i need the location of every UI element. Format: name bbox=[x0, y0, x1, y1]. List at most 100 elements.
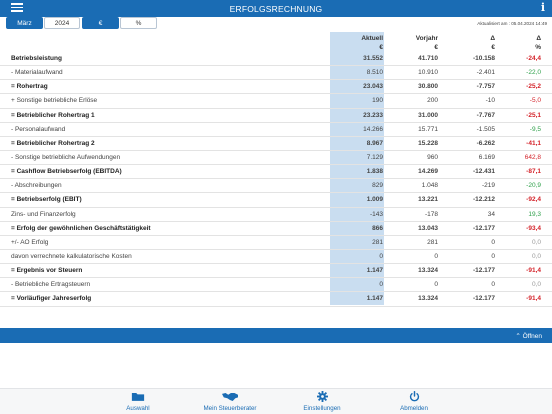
cell-delta-pct: 0,0 bbox=[531, 238, 541, 246]
row-label: Zins- und Finanzerfolg bbox=[11, 210, 76, 218]
table-row: - Personalaufwand 14.266 15.771 -1.505 -9,5 bbox=[0, 123, 552, 137]
table-row: Betriebsleistung 31.552 41.710 -10.158 -24,4 bbox=[0, 52, 552, 67]
cell-delta: -6.262 bbox=[476, 139, 495, 147]
cell-delta: 34 bbox=[487, 210, 495, 218]
row-label: = Rohertrag bbox=[11, 83, 48, 91]
table-row: + Sonstige betriebliche Erlöse 190 200 -10 -… bbox=[0, 94, 552, 109]
percent-toggle[interactable]: % bbox=[120, 17, 157, 29]
cell-delta: 0 bbox=[491, 252, 495, 260]
cell-aktuell: 1.147 bbox=[366, 267, 383, 275]
page-title: ERFOLGSRECHNUNG bbox=[229, 3, 323, 14]
cell-delta-pct: -91,4 bbox=[526, 295, 541, 303]
power-icon bbox=[409, 391, 419, 402]
cell-vorjahr: 13.324 bbox=[418, 295, 438, 303]
cell-delta: -12.177 bbox=[472, 224, 495, 232]
tab-abmelden[interactable]: Abmelden bbox=[374, 391, 454, 412]
row-label: Betriebsleistung bbox=[11, 55, 62, 62]
tab-einstellungen[interactable]: Einstellungen bbox=[282, 391, 362, 412]
row-label: - Betriebliche Ertragsteuern bbox=[11, 281, 91, 289]
cell-vorjahr: 31.000 bbox=[418, 111, 438, 119]
details-panel-bar[interactable]: ⌃ Öffnen bbox=[0, 328, 552, 343]
month-selector[interactable]: März bbox=[6, 17, 43, 29]
table-row: - Sonstige betriebliche Aufwendungen 7.12… bbox=[0, 151, 552, 166]
header-delta-pct: Δ% bbox=[501, 34, 541, 52]
table-row: Zins- und Finanzerfolg -143 -178 34 19,3 bbox=[0, 208, 552, 222]
folder-icon bbox=[131, 393, 145, 401]
tab-steuerberater-label: Mein Steuerberater bbox=[203, 405, 257, 412]
gear-icon bbox=[316, 391, 328, 402]
table-row: = Betrieblicher Rohertrag 2 8.967 15.228 -6… bbox=[0, 137, 552, 151]
row-label: = Vorläufiger Jahreserfolg bbox=[11, 295, 92, 303]
cell-vorjahr: 1.048 bbox=[421, 182, 438, 190]
header-aktuell-unit: € bbox=[379, 44, 383, 51]
table-body: Betriebsleistung 31.552 41.710 -10.158 -24,4… bbox=[0, 52, 552, 307]
menu-icon[interactable] bbox=[11, 3, 23, 14]
row-label: - Sonstige betriebliche Aufwendungen bbox=[11, 153, 121, 161]
cell-delta-pct: -87,1 bbox=[526, 168, 541, 176]
row-label: davon verrechnete kalkulatorische Kosten bbox=[11, 252, 132, 260]
cell-delta-pct: -93,4 bbox=[526, 224, 541, 232]
filter-bar: März 2024 € % Aktualisiert am : 05.04.20… bbox=[0, 17, 552, 32]
cell-aktuell: 829 bbox=[372, 182, 383, 190]
tab-auswahl[interactable]: Auswahl bbox=[98, 391, 178, 412]
cell-aktuell: 7.129 bbox=[366, 153, 383, 161]
table-row: - Abschreibungen 829 1.048 -219 -20,9 bbox=[0, 179, 552, 194]
table-row: = Betriebserfolg (EBIT) 1.009 13.221 -12.21… bbox=[0, 193, 552, 208]
cell-vorjahr: 281 bbox=[427, 238, 438, 246]
row-label: = Betrieblicher Rohertrag 2 bbox=[11, 139, 95, 147]
cell-vorjahr: 0 bbox=[434, 252, 438, 260]
row-label: - Personalaufwand bbox=[11, 125, 66, 133]
header-delta: Δ € bbox=[445, 34, 495, 52]
row-label: +/- AO Erfolg bbox=[11, 238, 49, 246]
cell-delta: -7.757 bbox=[476, 83, 495, 91]
cell-delta: -10 bbox=[485, 97, 495, 105]
last-updated: Aktualisiert am : 05.04.2024 14:49 bbox=[477, 21, 547, 26]
cell-delta: -7.767 bbox=[476, 111, 495, 119]
cell-delta: -12.212 bbox=[472, 196, 495, 204]
cell-delta-pct: -24,4 bbox=[526, 55, 541, 62]
current-column-highlight bbox=[330, 32, 384, 305]
row-label: = Erfolg der gewöhnlichen Geschäftstätig… bbox=[11, 224, 151, 232]
cell-aktuell: 0 bbox=[379, 281, 383, 289]
cell-vorjahr: 13.043 bbox=[418, 224, 438, 232]
cell-aktuell: 1.838 bbox=[366, 168, 383, 176]
cell-aktuell: 1.147 bbox=[366, 295, 383, 303]
cell-aktuell: 1.009 bbox=[366, 196, 383, 204]
cell-vorjahr: 13.324 bbox=[418, 267, 438, 275]
cell-aktuell: 190 bbox=[372, 97, 383, 105]
table-row: = Rohertrag 23.043 30.800 -7.757 -25,2 bbox=[0, 80, 552, 95]
header-aktuell-label: Aktuell bbox=[361, 35, 383, 42]
income-statement-table: Aktuell € Vorjahr € Δ € Δ% Betriebsleistung… bbox=[0, 32, 552, 307]
cell-delta: -12.431 bbox=[472, 168, 495, 176]
tab-abmelden-label: Abmelden bbox=[400, 405, 428, 412]
cell-delta: 0 bbox=[491, 238, 495, 246]
row-label: = Cashflow Betriebserfolg (EBITDA) bbox=[11, 168, 122, 176]
cell-aktuell: 0 bbox=[379, 252, 383, 260]
cell-delta-pct: -22,0 bbox=[526, 69, 541, 77]
header-delta-unit: € bbox=[491, 44, 495, 51]
cell-delta-pct: 642,8 bbox=[524, 153, 541, 161]
table-row: = Cashflow Betriebserfolg (EBITDA) 1.838 1… bbox=[0, 165, 552, 180]
cell-delta: -12.177 bbox=[472, 295, 495, 303]
year-selector[interactable]: 2024 bbox=[44, 17, 80, 29]
cell-vorjahr: 10.910 bbox=[418, 69, 438, 77]
cell-delta: -2.401 bbox=[476, 69, 495, 77]
cell-delta-pct: -25,1 bbox=[526, 111, 541, 119]
euro-toggle[interactable]: € bbox=[82, 17, 119, 29]
open-panel-button[interactable]: ⌃ Öffnen bbox=[515, 333, 542, 340]
header-aktuell: Aktuell € bbox=[333, 34, 383, 52]
tab-steuerberater[interactable]: Mein Steuerberater bbox=[190, 391, 270, 412]
cell-delta-pct: 0,0 bbox=[531, 252, 541, 260]
cell-vorjahr: 200 bbox=[427, 97, 438, 105]
tab-einstellungen-label: Einstellungen bbox=[303, 405, 341, 412]
bottom-tab-bar: Auswahl Mein Steuerberater Einstellungen bbox=[0, 388, 552, 414]
cell-vorjahr: 15.771 bbox=[418, 125, 438, 133]
cell-vorjahr: 30.800 bbox=[418, 83, 438, 91]
header-delta-pct-label: Δ bbox=[536, 35, 541, 42]
row-label: + Sonstige betriebliche Erlöse bbox=[11, 97, 98, 105]
cell-delta-pct: -91,4 bbox=[526, 267, 541, 275]
cell-delta-pct: 19,3 bbox=[528, 210, 541, 218]
header-vorjahr-unit: € bbox=[434, 44, 438, 51]
info-icon[interactable]: i bbox=[540, 1, 545, 14]
cell-delta-pct: -5,0 bbox=[529, 97, 541, 105]
